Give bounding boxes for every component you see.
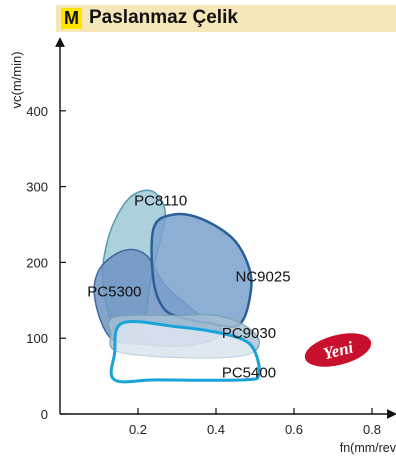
- series-label-nc9025: NC9025: [236, 268, 291, 285]
- y-axis-label: vc(m/min): [9, 51, 24, 108]
- series-labels-layer: PC8110 PC5300 NC9025 PC9030 PC5400: [87, 193, 290, 382]
- y-tick-label: 100: [26, 331, 48, 346]
- x-tick-label: 0.2: [129, 422, 147, 437]
- ticks-layer: 0.2 0.4 0.6 0.8 0 100 200 300 400: [26, 104, 381, 437]
- x-tick-label: 0.6: [285, 422, 303, 437]
- x-tick-label: 0.4: [207, 422, 225, 437]
- x-tick-label: 0.8: [363, 422, 381, 437]
- chart-title: Paslanmaz Çelik: [89, 7, 238, 28]
- header-band: [56, 5, 396, 32]
- chart-header: M Paslanmaz Çelik: [0, 5, 396, 32]
- y-tick-label: 200: [26, 255, 48, 270]
- yeni-logo-background: [304, 333, 372, 367]
- y-tick-label: 300: [26, 180, 48, 195]
- axes-layer: vc(m/min) fn(mm/rev: [9, 37, 396, 455]
- y-tick-label: 400: [26, 104, 48, 119]
- material-group-badge: M: [61, 8, 82, 29]
- series-label-pc5400: PC5400: [222, 365, 276, 382]
- y-tick-label: 0: [41, 407, 48, 422]
- series-layer: [93, 189, 261, 384]
- x-axis-label: fn(mm/rev: [340, 441, 396, 455]
- series-label-pc8110: PC8110: [134, 193, 187, 210]
- series-label-pc9030: PC9030: [222, 325, 276, 342]
- yeni-logo: Yeni: [304, 333, 372, 367]
- series-label-pc5300: PC5300: [87, 284, 141, 301]
- series-region-pc5400: [109, 320, 261, 384]
- series-region-nc9025: [150, 212, 253, 329]
